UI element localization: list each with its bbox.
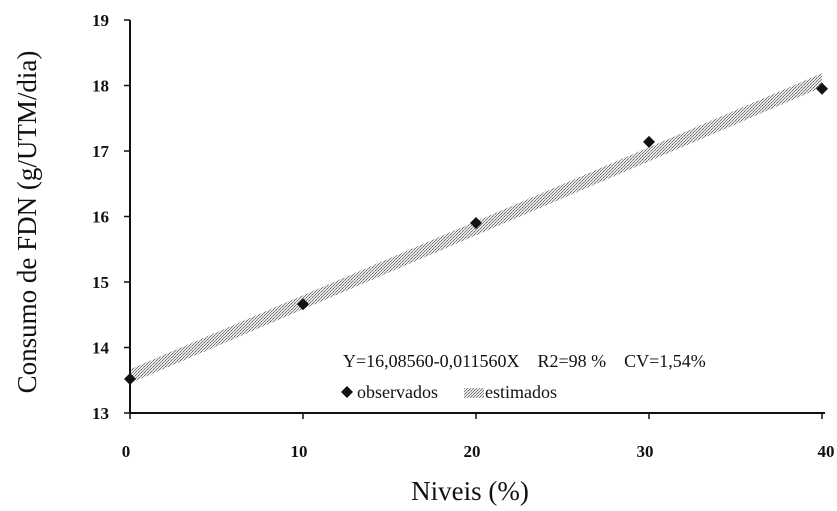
legend-estimados-label: estimados [485,382,557,402]
observed-point [643,135,655,148]
observed-point [816,82,828,95]
x-tick-label: 0 [122,442,131,461]
y-tick-label: 13 [92,404,109,423]
x-tick-labels: 0 10 20 30 40 [122,413,835,461]
observed-point [470,217,482,230]
regression-annotation: Y=16,08560-0,011560X R2=98 % CV=1,54% [343,351,706,371]
x-tick-label: 10 [291,442,308,461]
y-tick-label: 16 [92,208,109,227]
legend: observados estimados [341,382,557,402]
y-tick-label: 14 [92,339,110,358]
x-axis-title: Niveis (%) [411,476,529,506]
x-tick-label: 20 [464,442,481,461]
legend-estimados-swatch [464,388,484,398]
observed-point [297,298,309,311]
legend-observados-label: observados [357,382,438,402]
legend-observados-marker [341,386,353,398]
x-tick-label: 40 [818,442,835,461]
y-tick-label: 19 [92,11,109,30]
y-tick-label: 18 [92,77,109,96]
plot-area [124,73,828,385]
y-axis-title: Consumo de FDN (g/UTM/dia) [12,51,42,394]
x-tick-label: 30 [637,442,654,461]
y-tick-label: 15 [92,273,109,292]
y-tick-labels: 13 14 15 16 17 18 19 [92,11,130,423]
y-tick-label: 17 [92,142,110,161]
